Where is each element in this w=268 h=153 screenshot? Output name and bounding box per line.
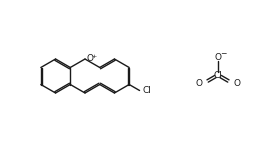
Text: Cl: Cl (214, 71, 222, 80)
Text: O: O (214, 52, 221, 62)
Text: O: O (234, 78, 241, 88)
Text: +: + (91, 54, 97, 58)
Text: O: O (87, 54, 94, 62)
Text: −: − (220, 50, 226, 58)
Text: O: O (195, 78, 202, 88)
Text: Cl: Cl (142, 86, 151, 95)
